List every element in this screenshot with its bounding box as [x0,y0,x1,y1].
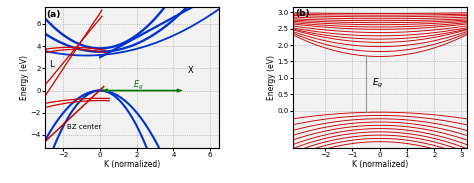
Y-axis label: Energy (eV): Energy (eV) [267,55,276,100]
Text: $E_g$: $E_g$ [372,77,383,90]
Text: $E_g$: $E_g$ [133,79,144,92]
X-axis label: K (normalized): K (normalized) [352,160,408,169]
Y-axis label: Energy (eV): Energy (eV) [20,55,29,100]
Text: X: X [188,66,194,75]
X-axis label: K (normalized): K (normalized) [104,160,160,169]
Text: (b): (b) [295,9,310,18]
Text: (a): (a) [46,10,60,18]
Text: L: L [50,60,54,69]
Text: BZ center: BZ center [67,124,101,130]
